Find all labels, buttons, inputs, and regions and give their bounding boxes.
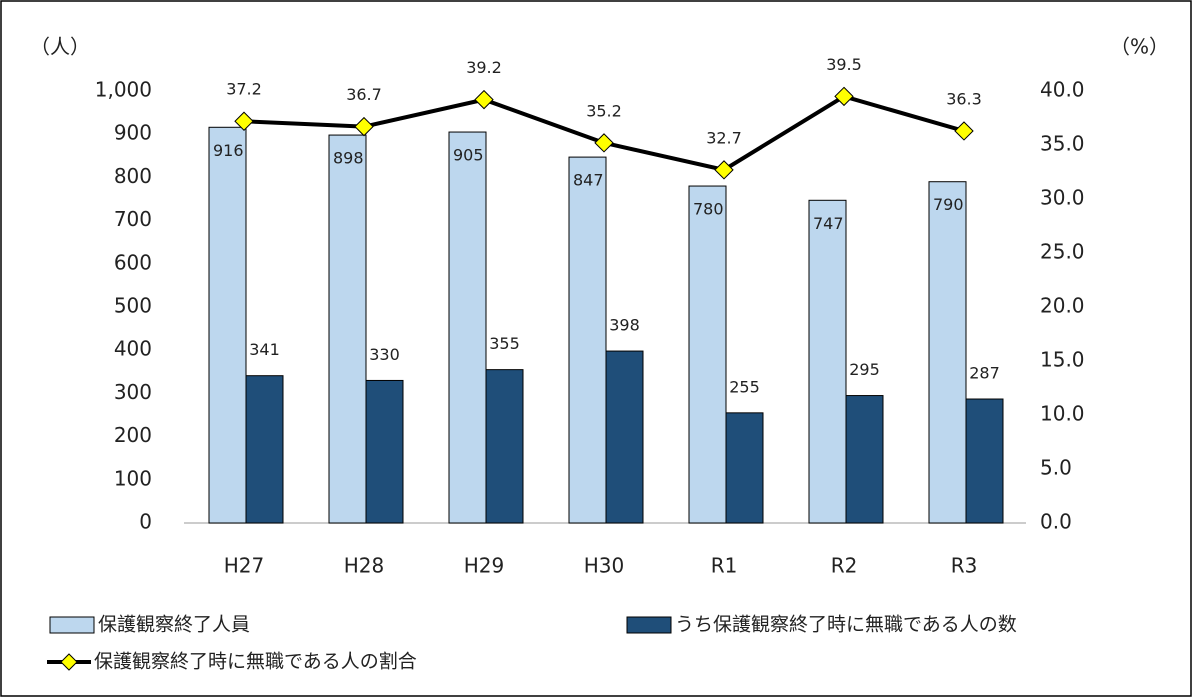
y-tick-label: 800 xyxy=(114,164,152,188)
y-axis-label: （人） xyxy=(30,35,90,59)
bar xyxy=(928,181,967,524)
value-label: 898 xyxy=(333,149,364,168)
bar xyxy=(568,156,607,524)
value-label: 780 xyxy=(693,200,724,219)
line-marker xyxy=(234,111,254,131)
value-label: 295 xyxy=(849,360,880,379)
value-label: 790 xyxy=(933,195,964,214)
x-tick-label: R1 xyxy=(711,554,738,578)
value-label: 39.2 xyxy=(466,58,502,77)
bar xyxy=(845,395,884,524)
bar xyxy=(965,398,1004,524)
x-tick-label: H29 xyxy=(464,554,505,578)
y-tick-label: 600 xyxy=(114,250,152,274)
bar xyxy=(208,126,247,524)
bar xyxy=(448,131,487,524)
x-tick-label: H30 xyxy=(584,554,625,578)
legend-marker xyxy=(60,653,78,671)
y-tick-label: 900 xyxy=(114,121,152,145)
y2-axis-label: （%） xyxy=(1110,35,1169,59)
y2-tick-label: 30.0 xyxy=(1040,186,1085,210)
line-marker xyxy=(834,86,854,107)
value-label: 37.2 xyxy=(226,80,262,99)
bar xyxy=(605,350,644,524)
bar xyxy=(245,375,284,524)
bar xyxy=(365,379,404,524)
value-label: 398 xyxy=(609,316,640,335)
line-marker xyxy=(714,160,734,180)
value-label: 287 xyxy=(969,364,1000,383)
value-label: 36.3 xyxy=(946,89,982,108)
value-label: 847 xyxy=(573,171,604,190)
legend-label: 保護観察終了時に無職である人の割合 xyxy=(94,651,417,673)
legend-swatch xyxy=(49,616,95,634)
y2-tick-label: 20.0 xyxy=(1040,294,1085,318)
value-label: 330 xyxy=(369,345,400,364)
legend-swatch xyxy=(626,616,672,634)
y-tick-label: 400 xyxy=(114,337,152,361)
line-marker xyxy=(354,116,374,137)
value-label: 36.7 xyxy=(346,85,382,104)
x-tick-label: H28 xyxy=(344,554,385,578)
line-marker xyxy=(474,89,494,110)
x-tick-label: R3 xyxy=(951,554,978,578)
bar xyxy=(808,199,847,524)
value-label: 747 xyxy=(813,214,844,233)
y-tick-label: 0 xyxy=(139,510,152,534)
y2-tick-label: 35.0 xyxy=(1040,132,1085,156)
value-label: 35.2 xyxy=(586,101,622,120)
y-tick-label: 300 xyxy=(114,380,152,404)
y-tick-label: 500 xyxy=(114,294,152,318)
y-tick-label: 200 xyxy=(114,423,152,447)
value-label: 39.5 xyxy=(826,55,862,74)
y2-tick-label: 0.0 xyxy=(1040,510,1072,534)
value-label: 255 xyxy=(729,377,760,396)
y-tick-label: 100 xyxy=(114,466,152,490)
y2-tick-label: 25.0 xyxy=(1040,240,1085,264)
value-label: 341 xyxy=(249,340,280,359)
value-label: 905 xyxy=(453,146,484,165)
bar xyxy=(485,369,524,524)
x-tick-label: H27 xyxy=(224,554,265,578)
bar xyxy=(688,185,727,524)
legend-label: うち保護観察終了時に無職である人の数 xyxy=(675,614,1017,636)
bar xyxy=(328,134,367,524)
y-tick-label: 1,000 xyxy=(95,78,152,102)
bar xyxy=(725,412,764,524)
y2-tick-label: 5.0 xyxy=(1040,456,1072,480)
y2-tick-label: 40.0 xyxy=(1040,78,1085,102)
y2-tick-label: 15.0 xyxy=(1040,348,1085,372)
line-marker xyxy=(954,121,974,141)
value-label: 32.7 xyxy=(706,128,742,147)
y2-tick-label: 10.0 xyxy=(1040,402,1085,426)
legend-label: 保護観察終了人員 xyxy=(98,614,250,636)
y-tick-label: 700 xyxy=(114,207,152,231)
x-tick-label: R2 xyxy=(831,554,858,578)
line-marker xyxy=(594,133,614,153)
value-label: 355 xyxy=(489,334,520,353)
value-label: 916 xyxy=(213,141,244,160)
